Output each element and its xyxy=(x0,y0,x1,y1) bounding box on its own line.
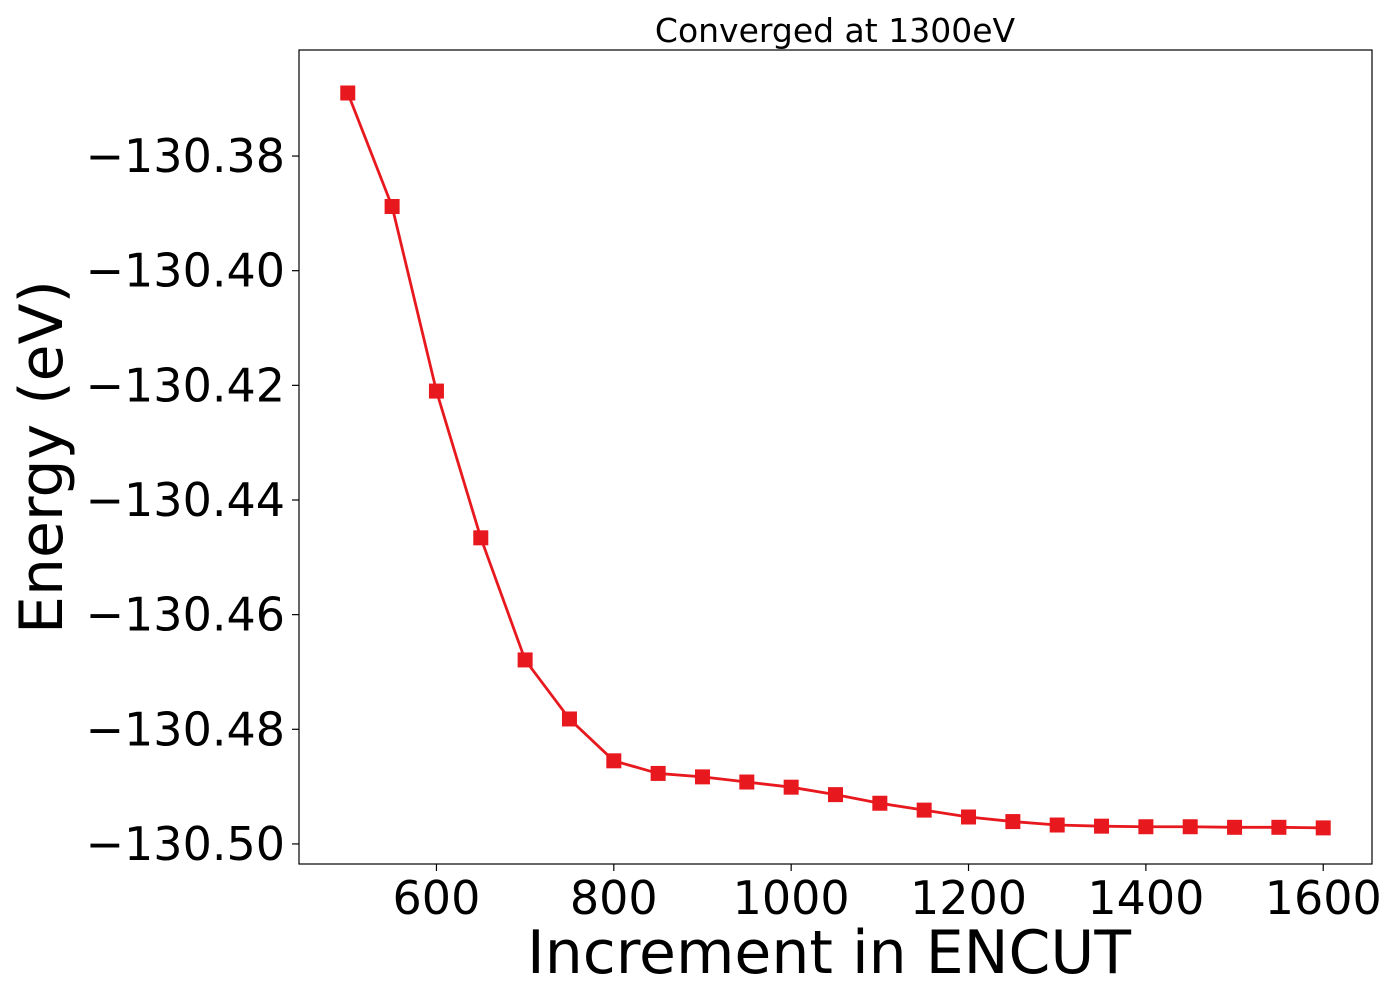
series-layer xyxy=(340,85,1331,836)
y-tick-label: −130.42 xyxy=(86,358,286,412)
data-point-marker xyxy=(961,809,977,825)
data-point-marker xyxy=(783,779,799,795)
data-point-marker xyxy=(739,774,755,790)
data-point-marker xyxy=(1271,819,1287,835)
data-point-marker xyxy=(694,769,710,785)
axes: 600 800 1000 1200 1400 1600 −130.38 −130.40 −130… xyxy=(86,129,1382,925)
data-point-marker xyxy=(1005,814,1021,830)
data-point-marker xyxy=(916,802,932,818)
data-point-marker xyxy=(1138,819,1154,835)
data-point-marker xyxy=(1182,819,1198,835)
data-point-marker xyxy=(1049,817,1065,833)
y-tick-label: −130.48 xyxy=(86,702,286,756)
data-point-marker xyxy=(1227,819,1243,835)
y-tick-label: −130.50 xyxy=(86,817,286,871)
y-axis-label: Energy (eV) xyxy=(7,280,77,634)
x-tick-label: 600 xyxy=(393,871,481,925)
data-point-marker xyxy=(872,795,888,811)
data-point-marker xyxy=(517,652,533,668)
x-tick-label: 1400 xyxy=(1087,871,1204,925)
y-tick-label: −130.40 xyxy=(86,244,286,298)
x-tick-label: 1200 xyxy=(910,871,1027,925)
data-point-marker xyxy=(473,530,489,546)
plot-frame xyxy=(298,49,1373,865)
x-tick-label: 1000 xyxy=(733,871,850,925)
data-point-marker xyxy=(428,383,444,399)
y-tick-label: −130.44 xyxy=(86,473,286,527)
y-tick-label: −130.46 xyxy=(86,588,286,642)
data-point-marker xyxy=(606,753,622,769)
data-point-marker xyxy=(1315,820,1331,836)
y-tick-label: −130.38 xyxy=(86,129,286,183)
data-point-marker xyxy=(650,765,666,781)
data-point-marker xyxy=(384,198,400,214)
chart-title: Converged at 1300eV xyxy=(655,11,1016,50)
x-tick-label: 800 xyxy=(570,871,658,925)
data-point-marker xyxy=(561,711,577,727)
data-point-marker xyxy=(1094,818,1110,834)
data-point-marker xyxy=(340,85,356,101)
x-axis-label: Increment in ENCUT xyxy=(527,918,1131,988)
data-point-marker xyxy=(828,787,843,803)
x-tick-label: 1600 xyxy=(1265,871,1382,925)
